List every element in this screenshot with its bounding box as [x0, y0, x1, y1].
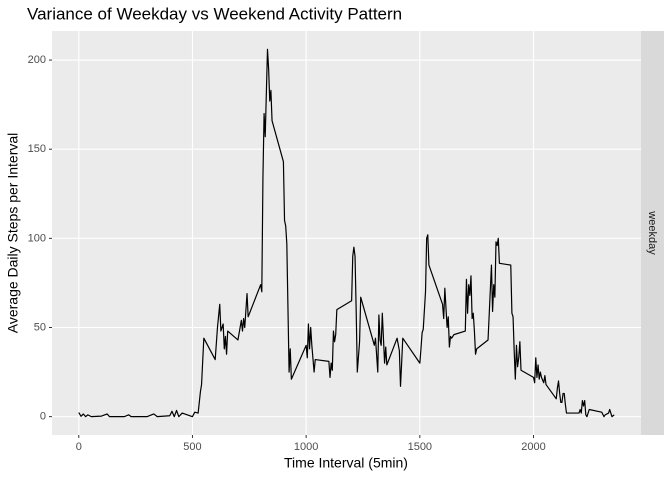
y-tick-label: 100	[28, 232, 46, 244]
facet-strip	[641, 31, 664, 435]
facet-label: weekday	[646, 210, 658, 255]
chart-title: Variance of Weekday vs Weekend Activity …	[27, 4, 402, 23]
data-line	[78, 48, 615, 418]
y-tick-label: 150	[28, 143, 46, 155]
x-tick-label: 500	[183, 441, 201, 453]
y-axis-label: Average Daily Steps per Interval	[5, 133, 21, 334]
x-tick-label: 2000	[521, 441, 545, 453]
panel	[52, 31, 641, 435]
x-tick-label: 1000	[294, 441, 318, 453]
x-tick-label: 1500	[408, 441, 432, 453]
x-tick-label: 0	[76, 441, 82, 453]
x-axis-label: Time Interval (5min)	[284, 455, 408, 471]
y-tick-label: 0	[40, 411, 46, 423]
y-tick-label: 50	[34, 321, 46, 333]
y-tick-label: 200	[28, 54, 46, 66]
